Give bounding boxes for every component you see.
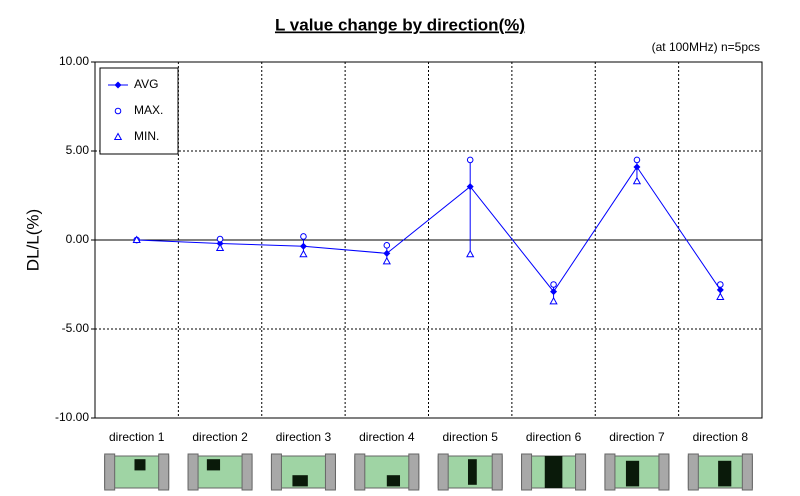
chip-cap [104, 453, 116, 491]
diamond-marker [550, 288, 558, 296]
chip-cap [324, 453, 336, 491]
diamond-marker [633, 163, 641, 171]
chip-electrode [134, 459, 146, 471]
chip-cap [604, 453, 616, 491]
chart-title: L value change by direction(%) [275, 15, 525, 34]
chip-icon [187, 453, 253, 491]
legend-label: AVG [134, 77, 158, 91]
x-tick-label: direction 3 [276, 430, 332, 444]
chip-cap [241, 453, 253, 491]
chip-icon [604, 453, 670, 491]
chip-cap [354, 453, 366, 491]
x-tick-label: direction 2 [192, 430, 248, 444]
annotation: (at 100MHz) n=5pcs [652, 40, 760, 54]
chip-icon [437, 453, 503, 491]
legend-box [99, 67, 179, 155]
legend-label: MAX. [134, 103, 163, 117]
triangle-marker [632, 176, 642, 185]
y-tick-label: 5.00 [66, 143, 90, 157]
x-tick-label: direction 7 [609, 430, 665, 444]
circle-marker [717, 281, 724, 288]
circle-marker [216, 235, 224, 243]
chip-icon [354, 453, 420, 491]
diamond-marker [299, 242, 307, 250]
legend-label: MIN. [134, 129, 159, 143]
circle-marker [550, 281, 557, 288]
triangle-marker [215, 243, 225, 252]
triangle-marker [113, 132, 123, 140]
triangle-marker [132, 235, 141, 243]
diamond-marker [383, 249, 391, 257]
diamond-marker [466, 183, 474, 191]
chip-cap [491, 453, 503, 491]
x-tick-label: direction 8 [693, 430, 749, 444]
chip-cap [658, 453, 670, 491]
y-tick-label: -10.00 [55, 410, 89, 424]
x-tick-label: direction 6 [526, 430, 582, 444]
chip-icon [270, 453, 336, 491]
circle-marker [300, 233, 307, 240]
x-tick-label: direction 5 [443, 430, 499, 444]
chip-electrode [718, 460, 732, 487]
chip-electrode [625, 460, 640, 487]
chip-electrode [206, 459, 221, 471]
chip-electrode [386, 475, 401, 487]
y-tick-label: 0.00 [66, 232, 90, 246]
triangle-marker [549, 296, 558, 305]
triangle-marker [382, 256, 391, 265]
avg-line [136, 166, 721, 293]
chip-icon [687, 453, 753, 491]
chip-icon [521, 453, 587, 491]
chip-cap [575, 453, 587, 491]
circle-marker [383, 242, 391, 249]
circle-marker [114, 107, 122, 115]
chip-cap [408, 453, 420, 491]
circle-marker [466, 156, 474, 164]
chip-cap [437, 453, 449, 491]
chip-cap [270, 453, 282, 491]
chip-electrode [292, 475, 308, 487]
diamond-marker [716, 286, 724, 294]
y-axis-label: DL/L(%) [23, 209, 42, 271]
chip-cap [521, 453, 533, 491]
circle-marker [633, 156, 641, 164]
x-tick-label: direction 4 [359, 430, 415, 444]
chip-icon [104, 453, 170, 491]
chip-cap [187, 453, 199, 491]
chip-electrode [467, 459, 477, 485]
diamond-marker [114, 81, 122, 89]
triangle-marker [466, 249, 475, 258]
y-tick-label: -5.00 [62, 321, 90, 335]
chip-cap [158, 453, 170, 491]
chip-cap [687, 453, 699, 491]
chip-cap [741, 453, 753, 491]
triangle-marker [299, 249, 308, 258]
y-tick-label: 10.00 [59, 54, 89, 68]
x-tick-label: direction 1 [109, 430, 165, 444]
chip-electrode [544, 456, 563, 488]
triangle-marker [716, 292, 725, 300]
